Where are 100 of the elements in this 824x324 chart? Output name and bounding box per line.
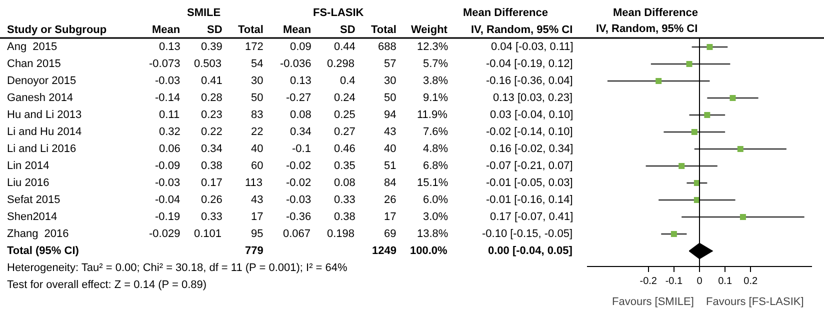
text: -0.09	[155, 160, 180, 172]
text: 0.17	[201, 177, 222, 189]
text: 40	[251, 143, 264, 155]
text: -0.27	[286, 92, 312, 104]
text: 0.38	[334, 211, 356, 223]
text: -0.02	[286, 177, 312, 189]
text: 1249	[372, 245, 396, 257]
text: 172	[245, 41, 264, 53]
text: 60	[251, 160, 264, 172]
category-label: Mean	[283, 24, 312, 36]
text: -0.03	[155, 75, 180, 87]
category-label: Ang 2015	[7, 41, 58, 53]
chart-subtitle: IV, Random, 95% CI	[596, 23, 698, 35]
text: 0.35	[334, 160, 356, 172]
text: 0.33	[201, 211, 222, 223]
text: Favours [SMILE]	[612, 296, 694, 308]
category-label: Li and Li 2016	[7, 143, 76, 155]
category-label: SD	[340, 24, 356, 36]
text: -0.04	[155, 194, 180, 206]
text: 22	[251, 126, 264, 138]
text: 84	[384, 177, 396, 189]
text: 0.503	[194, 58, 222, 70]
text: -0.02 [-0.14, 0.10]	[486, 126, 573, 138]
text: Test for overall effect: Z = 0.14 (P = 0.89)	[7, 279, 207, 291]
text: 0.11	[159, 109, 180, 121]
text: 17	[251, 211, 264, 223]
text: 0.26	[201, 194, 222, 206]
x-tick-label: -0.1	[665, 276, 683, 287]
text: 0.08	[290, 109, 312, 121]
text: 30	[251, 75, 264, 87]
text: 17	[384, 211, 396, 223]
text: -0.10 [-0.15, -0.05]	[482, 228, 572, 240]
text: -0.036	[280, 58, 312, 70]
text: 94	[384, 109, 396, 121]
text: 0.34	[290, 126, 312, 138]
text: 0.067	[283, 228, 311, 240]
category-label: Liu 2016	[7, 177, 50, 189]
text: -0.16 [-0.36, 0.04]	[486, 75, 573, 87]
text: 0.32	[159, 126, 180, 138]
text: 95	[251, 228, 264, 240]
text: 0.298	[327, 58, 355, 70]
category-label: Chan 2015	[7, 58, 61, 70]
text: 69	[384, 228, 396, 240]
text: 4.8%	[423, 143, 448, 155]
text: -0.01 [-0.16, 0.14]	[486, 194, 573, 206]
text: 688	[378, 41, 396, 53]
text: -0.03	[286, 194, 312, 206]
text: 43	[251, 194, 264, 206]
text: Favours [FS-LASIK]	[706, 296, 804, 308]
text: -0.029	[149, 228, 180, 240]
text: 12.3%	[417, 41, 448, 53]
text: 0.16 [-0.02, 0.34]	[490, 143, 574, 155]
text: 0.13 [0.03, 0.23]	[493, 92, 573, 104]
text: 0.13	[159, 41, 180, 53]
text: -0.36	[286, 211, 312, 223]
text: -0.19	[155, 211, 180, 223]
chart-title: Mean Difference	[613, 7, 698, 19]
text: FS-LASIK	[313, 7, 364, 19]
text: SMILE	[187, 7, 221, 19]
x-tick-label: 0.1	[718, 276, 732, 287]
text: 40	[384, 143, 396, 155]
category-label: Total	[238, 24, 264, 36]
category-label: Shen2014	[7, 211, 58, 223]
text: 0.09	[290, 41, 312, 53]
text: -0.01 [-0.05, 0.03]	[486, 177, 573, 189]
text: 50	[251, 92, 264, 104]
text: 0.23	[201, 109, 222, 121]
text: 51	[384, 160, 396, 172]
text: -0.073	[149, 58, 180, 70]
text: -0.02	[286, 160, 312, 172]
text: 57	[384, 58, 396, 70]
text: Heterogeneity: Tau² = 0.00; Chi² = 30.18, df = 11 (P = 0.001); I² = 64%	[7, 262, 348, 274]
text: 779	[245, 245, 264, 257]
x-tick-label: 0	[696, 276, 703, 287]
text: 26	[384, 194, 396, 206]
category-label: Hu and Li 2013	[7, 109, 82, 121]
text: 83	[251, 109, 264, 121]
text: 3.0%	[423, 211, 448, 223]
text: 0.46	[334, 143, 356, 155]
text: 100.0%	[410, 245, 448, 257]
text: 0.13	[290, 75, 312, 87]
text: 13.8%	[417, 228, 448, 240]
category-label: Study or Subgroup	[7, 24, 107, 36]
text: 0.28	[201, 92, 222, 104]
category-label: Total	[371, 24, 396, 36]
text: Mean Difference	[463, 7, 548, 19]
text: 0.03 [-0.04, 0.10]	[490, 109, 574, 121]
x-tick-label: -0.2	[640, 276, 658, 287]
text: 3.8%	[423, 75, 448, 87]
text: 0.17 [-0.07, 0.41]	[490, 211, 574, 223]
text: 0.34	[201, 143, 222, 155]
text: 113	[245, 177, 263, 189]
category-label: Total (95% CI)	[7, 245, 79, 257]
text: 0.24	[334, 92, 356, 104]
text: 5.7%	[423, 58, 448, 70]
text: 0.38	[201, 160, 222, 172]
text: 0.22	[201, 126, 222, 138]
category-label: Zhang 2016	[7, 228, 69, 240]
text: 0.39	[201, 41, 222, 53]
category-label: IV, Random, 95% CI	[471, 24, 573, 36]
